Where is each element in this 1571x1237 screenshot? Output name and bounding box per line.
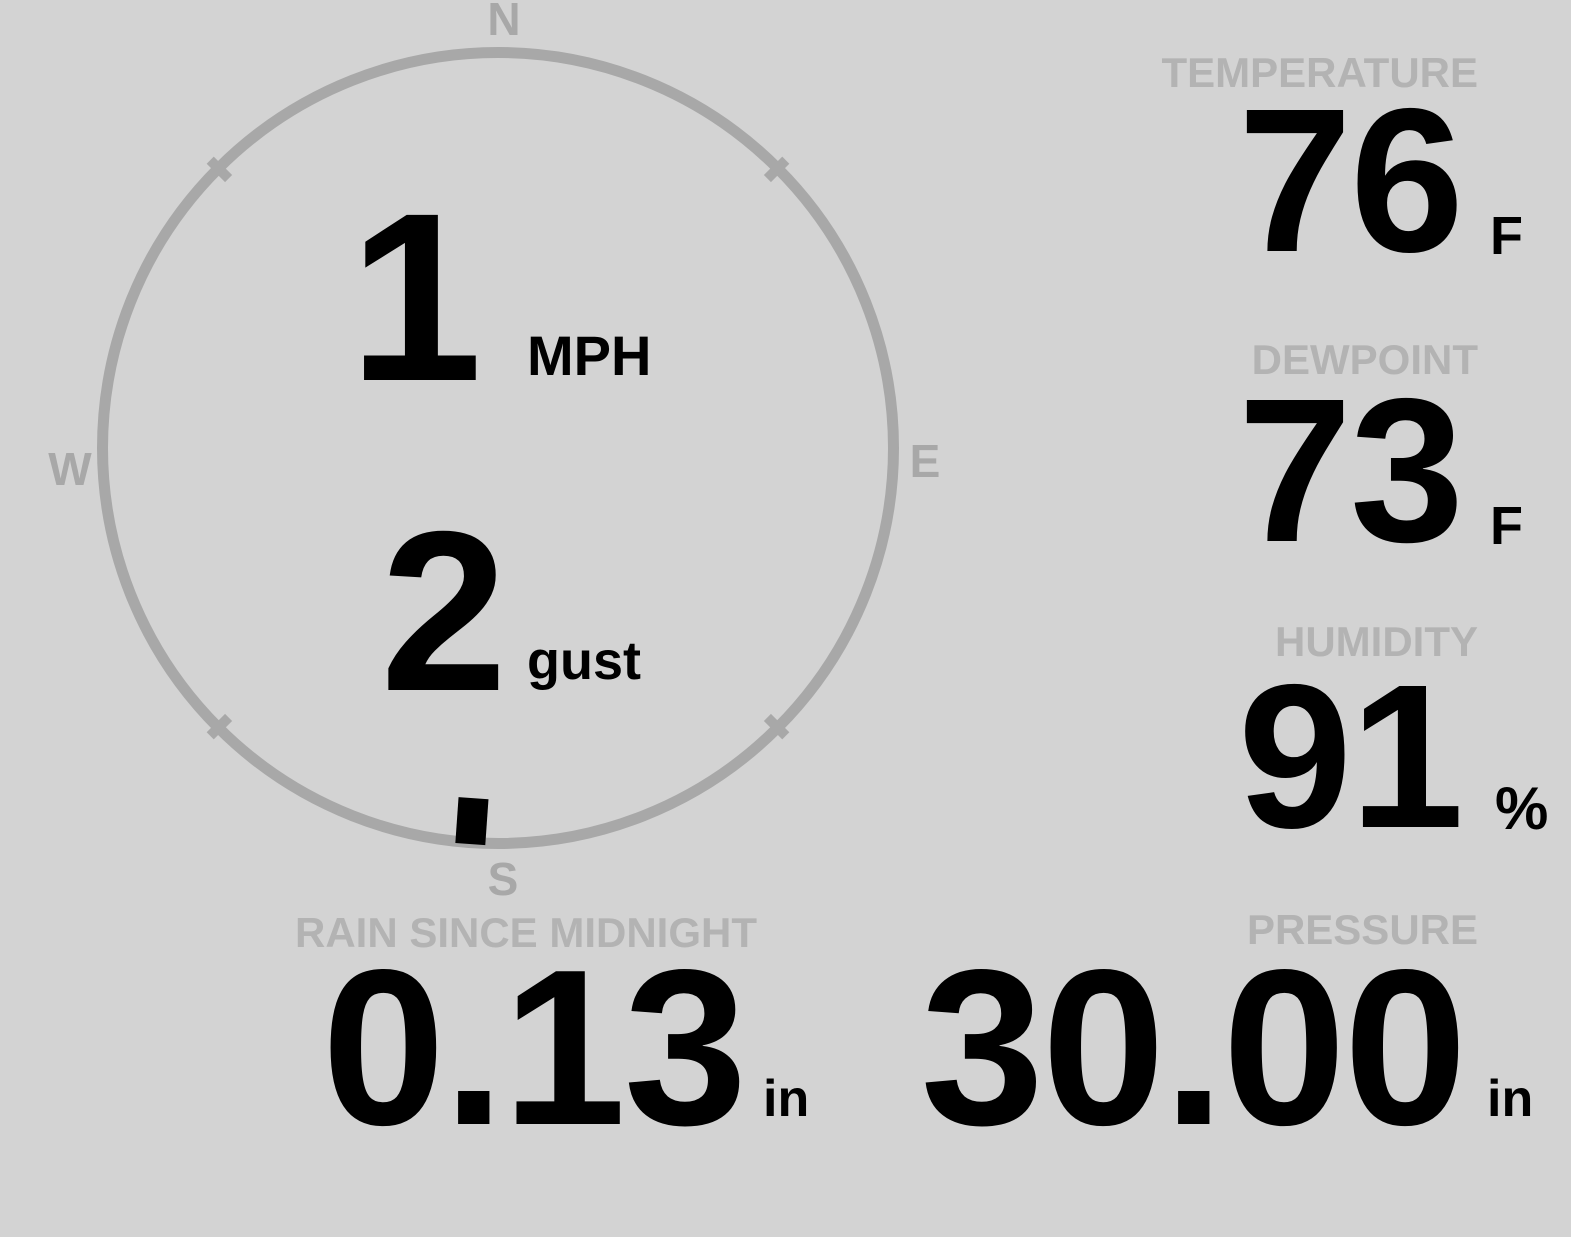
rain-since-midnight-unit: in [763, 1070, 810, 1128]
cardinal-label-east: E [909, 435, 941, 487]
dewpoint-value: 73 [1238, 356, 1464, 585]
wind-gust-value: 2 [380, 485, 507, 739]
compass-circle [97, 47, 899, 849]
pressure-label: PRESSURE [1246, 906, 1478, 953]
temperature-label: TEMPERATURE [1161, 49, 1478, 96]
cardinal-label-west: W [48, 443, 92, 495]
cardinal-label-north: N [487, 0, 521, 45]
pressure-value: 30.00 [920, 924, 1468, 1172]
rain-since-midnight-value: 0.13 [321, 924, 747, 1172]
wind-gust-label: gust [527, 631, 641, 691]
cardinal-label-south: S [487, 853, 519, 905]
dewpoint-label: DEWPOINT [1251, 336, 1478, 383]
wind-speed-unit: MPH [527, 324, 652, 387]
temperature-unit: F [1490, 206, 1523, 266]
humidity-value: 91 [1238, 642, 1464, 871]
dewpoint-unit: F [1490, 496, 1523, 556]
humidity-unit: % [1495, 775, 1549, 842]
pressure-unit: in [1487, 1070, 1534, 1128]
rain-since-midnight-label: RAIN SINCE MIDNIGHT [295, 909, 757, 956]
temperature-value: 76 [1238, 66, 1464, 295]
humidity-label: HUMIDITY [1275, 618, 1478, 665]
wind-direction-marker [455, 797, 489, 846]
wind-speed-value: 1 [348, 163, 482, 431]
